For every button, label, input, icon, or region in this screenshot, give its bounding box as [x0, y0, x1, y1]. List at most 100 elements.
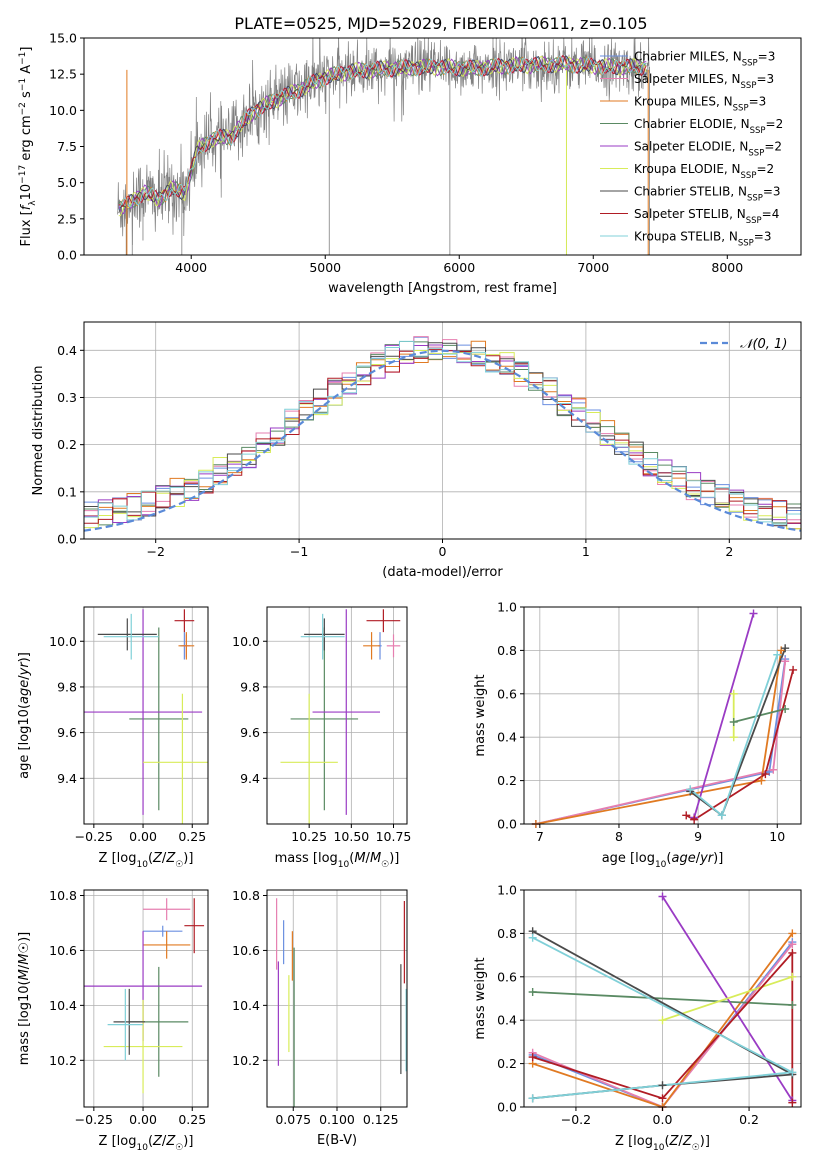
plus-marker: [528, 1053, 537, 1062]
y-tick-label: 0.0: [497, 817, 517, 832]
label-part: /: [366, 851, 371, 866]
plus-marker: [788, 940, 797, 949]
x-tick-label: 0.00: [129, 829, 157, 844]
legend-text: Salpeter MILES, N: [634, 72, 741, 86]
plus-marker: [769, 765, 778, 774]
label-part: (: [148, 1134, 153, 1149]
label-part: (: [148, 851, 153, 866]
label-part: /: [162, 1134, 167, 1149]
plus-marker: [781, 644, 790, 653]
legend-text: Chabrier ELODIE, N: [634, 117, 750, 131]
figure-title: PLATE=0525, MJD=52029, FIBERID=0611, z=0…: [234, 14, 647, 33]
y-tick-label: 9.6: [240, 725, 260, 740]
plus-marker: [789, 665, 798, 674]
label-part: mass [log: [17, 1002, 32, 1065]
x-tick-label: 10.50: [333, 829, 369, 844]
label-part: ☉: [175, 1143, 183, 1153]
x-tick-label: 0.0: [653, 1112, 673, 1127]
label-part: age [log: [17, 726, 32, 779]
label-part: M: [354, 851, 365, 866]
label-part: /: [678, 1134, 683, 1149]
x-axis-label: E(B-V): [317, 1133, 357, 1148]
panel-mass-vs-ebv: 0.075 0.100 0.125 10.2 10.4 10.6 10.8 E(B-V): [232, 888, 408, 1148]
label-part: (: [349, 851, 354, 866]
y-tick-label: 2.5: [57, 211, 77, 226]
y-tick-label: 10.0: [49, 634, 77, 649]
plus-marker: [528, 1094, 537, 1103]
y-tick-label: 0.4: [57, 343, 77, 358]
label-part: Z: [165, 1134, 176, 1149]
panel-age-vs-metallicity: −0.25 0.00 0.259.49.69.810.0Z [log10(Z/Z☉)…: [17, 606, 209, 870]
label-part: Z [log: [99, 851, 137, 866]
label-part: )]: [183, 1134, 193, 1149]
label-part: )]: [17, 932, 32, 942]
legend-text: Salpeter ELODIE, N: [634, 140, 748, 154]
x-tick-label: −1: [290, 544, 308, 559]
label-part: mass [log: [275, 851, 338, 866]
legend-text: =3: [749, 95, 767, 109]
y-axis-label: mass [log10(M/M☉)]: [17, 932, 32, 1065]
legend-entry: Salpeter ELODIE, NSSP=2: [634, 140, 782, 159]
label-part: age: [671, 851, 695, 866]
label-part: /: [17, 964, 32, 969]
label-part: s: [19, 91, 34, 102]
plot-area: [280, 609, 401, 824]
label-part: Z: [152, 851, 163, 866]
y-axis-label: mass weight: [473, 957, 488, 1039]
plot-area: [84, 336, 801, 532]
legend-text: Kroupa MILES, N: [634, 95, 733, 109]
label-part: (: [17, 980, 32, 985]
plot-area: [117, 38, 650, 255]
label-part: 10: [17, 709, 32, 726]
legend-sub: SSP: [746, 216, 762, 226]
x-tick-label: 0.25: [178, 1112, 206, 1127]
y-tick-label: 9.6: [57, 725, 77, 740]
label-part: Z: [152, 1134, 163, 1149]
legend-text: =3: [754, 230, 772, 244]
label-part: ☉: [175, 860, 183, 870]
y-tick-label: 10.2: [232, 1053, 260, 1068]
x-tick-label: 0.25: [178, 829, 206, 844]
gaussian-curve: [84, 349, 801, 532]
plus-marker: [729, 689, 738, 698]
y-tick-label: 9.8: [240, 679, 260, 694]
legend-text: Kroupa STELIB, N: [634, 230, 738, 244]
x-tick-label: −0.2: [561, 1112, 591, 1127]
y-axis-label: mass weight: [473, 674, 488, 756]
legend-text: =2: [764, 140, 782, 154]
plus-marker: [729, 718, 738, 727]
y-tick-label: 10.4: [49, 998, 77, 1013]
label-part: 10: [338, 860, 350, 870]
label-part: yr: [699, 851, 715, 866]
x-tick-label: 1: [582, 544, 590, 559]
y-tick-label: 10.0: [232, 634, 260, 649]
label-part: M: [370, 851, 381, 866]
axes-frame: [83, 606, 209, 825]
label-part: ☉: [17, 942, 32, 954]
plus-marker: [788, 948, 797, 957]
x-tick-label: 8000: [711, 260, 743, 275]
plus-marker: [528, 987, 537, 996]
axes-frame: [523, 606, 802, 825]
plot-area: [535, 613, 794, 824]
y-tick-label: 0.6: [497, 686, 517, 701]
plus-marker: [686, 785, 695, 794]
label-part: 10: [653, 1143, 665, 1153]
label-part: erg cm: [19, 115, 34, 164]
legend-sub: SSP: [747, 194, 763, 204]
plus-marker: [717, 811, 726, 820]
label-part: Z [log: [99, 1134, 137, 1149]
legend-sub: SSP: [750, 126, 766, 136]
mass-weight-line: [532, 941, 794, 1107]
x-tick-label: 7: [536, 829, 544, 844]
y-axis-label: Normed distribution: [31, 366, 46, 496]
y-tick-label: 1.0: [497, 600, 517, 615]
legend-entry: 𝒩(0, 1): [740, 337, 787, 352]
panel-age-vs-mass: 10.25 10.50 10.75 9.4 9.6 9.8 10.0 mass [log10(…: [232, 606, 411, 870]
x-axis-label: mass [log10(M/M☉)]: [275, 851, 400, 870]
legend-sub: SSP: [738, 239, 754, 249]
y-tick-label: 10.0: [49, 103, 77, 118]
y-axis-label: Flux [fλ10−17 erg cm−2 s−1 A−1]: [18, 47, 38, 247]
legend-entry: Kroupa MILES, NSSP=3: [634, 95, 766, 114]
